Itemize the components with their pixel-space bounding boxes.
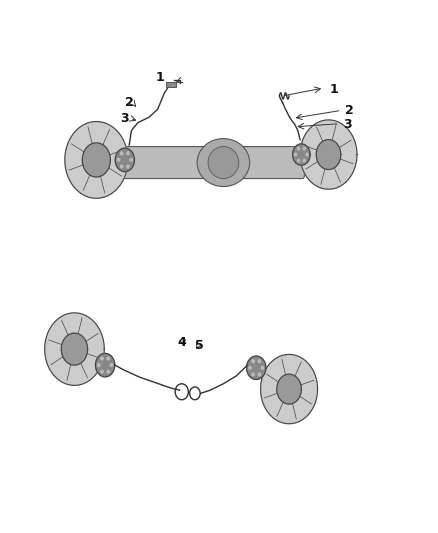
Circle shape	[258, 360, 261, 362]
Text: 1: 1	[329, 83, 338, 96]
Text: 2: 2	[345, 104, 354, 117]
Circle shape	[127, 165, 129, 168]
Circle shape	[249, 366, 251, 369]
Circle shape	[252, 373, 254, 376]
Text: 5: 5	[195, 339, 204, 352]
Text: 2: 2	[125, 96, 134, 109]
Circle shape	[107, 370, 110, 373]
Circle shape	[101, 370, 103, 373]
Polygon shape	[65, 122, 128, 198]
Circle shape	[127, 152, 129, 155]
Polygon shape	[61, 333, 88, 365]
Text: 3: 3	[120, 112, 129, 125]
Circle shape	[306, 154, 308, 156]
Circle shape	[297, 159, 300, 162]
Text: 1: 1	[155, 71, 164, 84]
Circle shape	[303, 159, 305, 162]
Circle shape	[297, 147, 300, 150]
Circle shape	[98, 364, 100, 367]
Circle shape	[295, 154, 297, 156]
Circle shape	[117, 158, 120, 161]
Circle shape	[252, 360, 254, 362]
Polygon shape	[115, 148, 134, 172]
Polygon shape	[45, 313, 104, 385]
Polygon shape	[293, 144, 310, 165]
Circle shape	[110, 364, 113, 367]
Circle shape	[107, 357, 110, 360]
Bar	[166, 82, 176, 87]
Polygon shape	[261, 354, 318, 424]
Polygon shape	[247, 356, 266, 379]
Circle shape	[261, 366, 264, 369]
Ellipse shape	[197, 139, 250, 187]
Text: 4: 4	[177, 336, 186, 349]
Text: 3: 3	[343, 118, 352, 131]
Circle shape	[101, 357, 103, 360]
Circle shape	[258, 373, 261, 376]
Circle shape	[120, 152, 123, 155]
Polygon shape	[316, 140, 341, 169]
Polygon shape	[95, 353, 115, 377]
Polygon shape	[300, 120, 357, 189]
Circle shape	[120, 165, 123, 168]
Ellipse shape	[208, 147, 239, 179]
Polygon shape	[277, 374, 301, 404]
FancyBboxPatch shape	[107, 147, 304, 179]
Circle shape	[130, 158, 132, 161]
Polygon shape	[82, 143, 110, 177]
Circle shape	[303, 147, 305, 150]
